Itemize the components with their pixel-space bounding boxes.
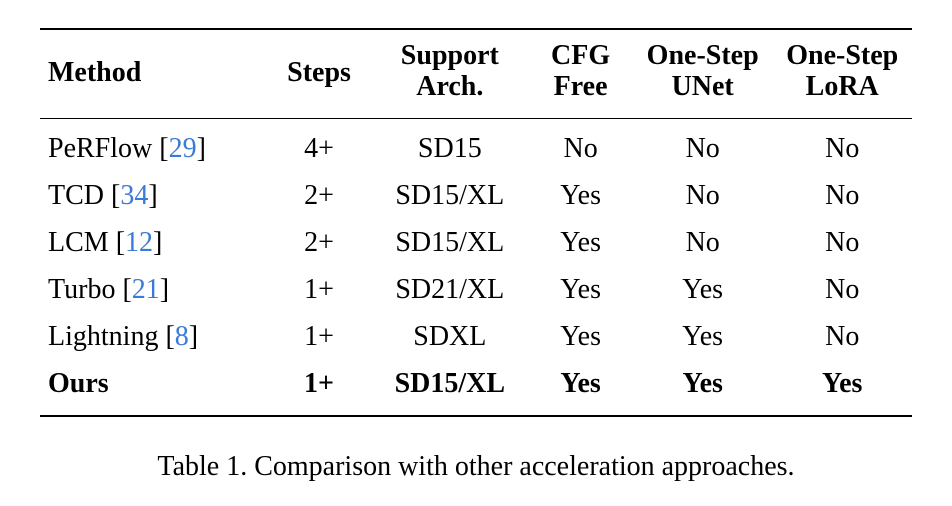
table-row: PeRFlow [29]4+SD15NoNoNo	[40, 119, 912, 173]
method-name: Ours	[48, 368, 109, 399]
col-header-cfg: CFGFree	[528, 29, 633, 119]
cell-steps: 2+	[267, 219, 372, 266]
citation-link[interactable]: 8	[175, 321, 189, 352]
table-container: Method Steps SupportArch. CFGFree One-St…	[0, 0, 952, 483]
cell-unet: No	[633, 172, 773, 219]
cell-steps: 2+	[267, 172, 372, 219]
cell-unet: Yes	[633, 360, 773, 416]
cell-method: Lightning [8]	[40, 313, 267, 360]
citation-link[interactable]: 21	[132, 274, 160, 305]
cell-cfg: Yes	[528, 313, 633, 360]
cell-unet: Yes	[633, 266, 773, 313]
cell-method: Ours	[40, 360, 267, 416]
table-row: TCD [34]2+SD15/XLYesNoNo	[40, 172, 912, 219]
cell-cfg: Yes	[528, 266, 633, 313]
table-row: Lightning [8]1+SDXLYesYesNo	[40, 313, 912, 360]
table-caption: Table 1. Comparison with other accelerat…	[40, 451, 912, 483]
cell-arch: SD15	[371, 119, 528, 173]
cell-lora: No	[772, 172, 912, 219]
cell-unet: Yes	[633, 313, 773, 360]
table-body: PeRFlow [29]4+SD15NoNoNoTCD [34]2+SD15/X…	[40, 119, 912, 417]
col-header-method: Method	[40, 29, 267, 119]
table-row: Turbo [21]1+SD21/XLYesYesNo	[40, 266, 912, 313]
cell-arch: SD15/XL	[371, 360, 528, 416]
method-name: Lightning	[48, 321, 165, 352]
cell-lora: Yes	[772, 360, 912, 416]
col-header-support: SupportArch.	[371, 29, 528, 119]
cell-lora: No	[772, 219, 912, 266]
cell-arch: SD15/XL	[371, 219, 528, 266]
table-header-row: Method Steps SupportArch. CFGFree One-St…	[40, 29, 912, 119]
cell-method: Turbo [21]	[40, 266, 267, 313]
method-name: Turbo	[48, 274, 122, 305]
cell-steps: 1+	[267, 266, 372, 313]
cell-cfg: Yes	[528, 360, 633, 416]
cell-steps: 1+	[267, 313, 372, 360]
cell-arch: SD21/XL	[371, 266, 528, 313]
cell-lora: No	[772, 119, 912, 173]
cell-method: TCD [34]	[40, 172, 267, 219]
cell-steps: 4+	[267, 119, 372, 173]
table-row: Ours1+SD15/XLYesYesYes	[40, 360, 912, 416]
method-name: PeRFlow	[48, 133, 159, 164]
citation-link[interactable]: 12	[125, 227, 153, 258]
col-header-unet: One-StepUNet	[633, 29, 773, 119]
cell-arch: SDXL	[371, 313, 528, 360]
comparison-table: Method Steps SupportArch. CFGFree One-St…	[40, 28, 912, 417]
cell-cfg: No	[528, 119, 633, 173]
cell-cfg: Yes	[528, 219, 633, 266]
cell-method: PeRFlow [29]	[40, 119, 267, 173]
col-header-lora: One-StepLoRA	[772, 29, 912, 119]
cell-lora: No	[772, 266, 912, 313]
cell-cfg: Yes	[528, 172, 633, 219]
method-name: TCD	[48, 180, 111, 211]
cell-unet: No	[633, 219, 773, 266]
col-header-steps: Steps	[267, 29, 372, 119]
method-name: LCM	[48, 227, 116, 258]
cell-steps: 1+	[267, 360, 372, 416]
cell-method: LCM [12]	[40, 219, 267, 266]
table-row: LCM [12]2+SD15/XLYesNoNo	[40, 219, 912, 266]
cell-lora: No	[772, 313, 912, 360]
cell-unet: No	[633, 119, 773, 173]
citation-link[interactable]: 29	[169, 133, 197, 164]
citation-link[interactable]: 34	[120, 180, 148, 211]
cell-arch: SD15/XL	[371, 172, 528, 219]
